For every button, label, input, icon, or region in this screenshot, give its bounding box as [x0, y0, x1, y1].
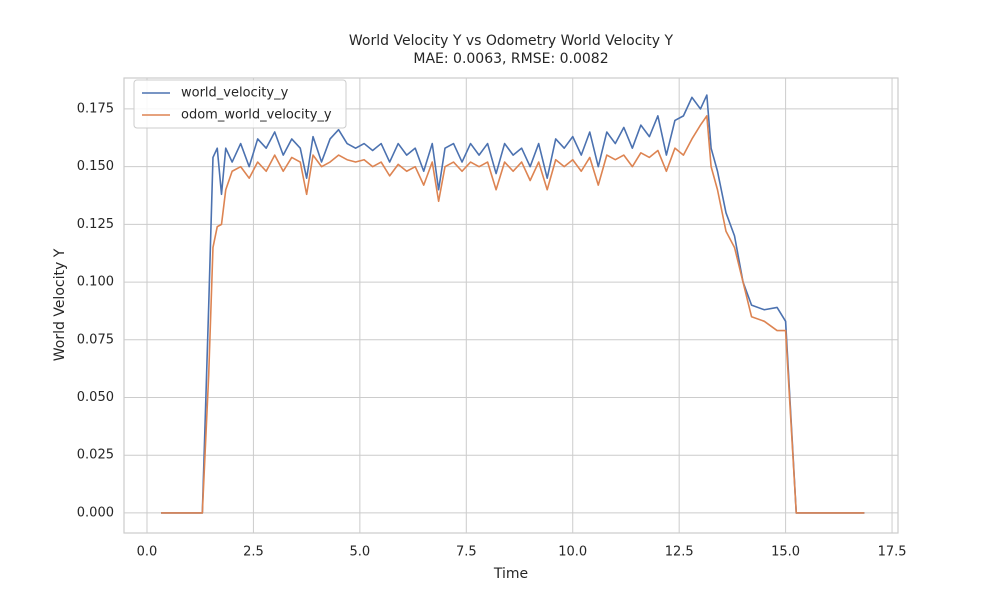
x-tick-label: 17.5	[878, 545, 907, 560]
x-tick-label: 15.0	[771, 545, 800, 560]
y-tick-label: 0.125	[77, 217, 114, 232]
y-tick-label: 0.000	[77, 505, 114, 520]
y-tick-label: 0.100	[77, 275, 114, 290]
legend-label: odom_world_velocity_y	[181, 108, 332, 123]
x-tick-label: 0.0	[137, 545, 158, 560]
data-line	[161, 115, 865, 514]
x-axis-label: Time	[493, 566, 528, 582]
x-tick-label: 2.5	[243, 545, 264, 560]
x-tick-label: 7.5	[456, 545, 477, 560]
x-tick-label: 12.5	[665, 545, 694, 560]
y-tick-label: 0.050	[77, 390, 114, 405]
chart-title: World Velocity Y vs Odometry World Veloc…	[349, 33, 674, 49]
x-tick-label: 10.0	[558, 545, 587, 560]
y-tick-label: 0.025	[77, 448, 114, 463]
legend: world_velocity_y odom_world_velocity_y	[133, 79, 347, 129]
legend-label: world_velocity_y	[181, 86, 289, 101]
y-tick-label: 0.075	[77, 332, 114, 347]
chart-subtitle: MAE: 0.0063, RMSE: 0.0082	[413, 51, 608, 67]
plot-frame	[123, 77, 899, 534]
legend-box	[133, 79, 347, 129]
y-tick-label: 0.175	[77, 101, 114, 116]
data-line	[161, 94, 865, 514]
y-axis-label: World Velocity Y	[52, 248, 68, 361]
y-tick-label: 0.150	[77, 159, 114, 174]
x-tick-label: 5.0	[350, 545, 371, 560]
